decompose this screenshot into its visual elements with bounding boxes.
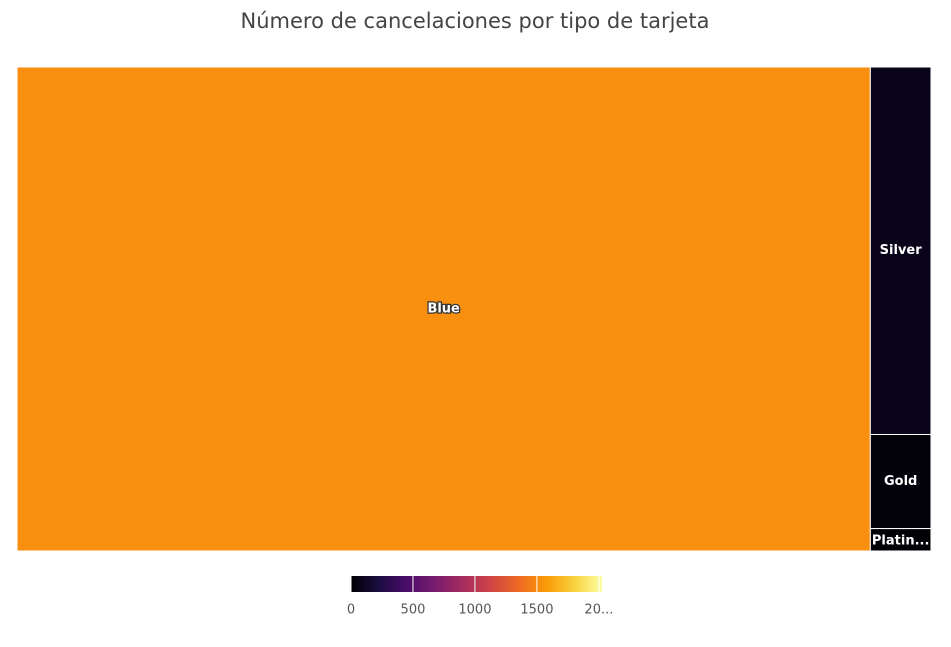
chart-title: Número de cancelaciones por tipo de tarj… (241, 9, 710, 33)
treemap-tile (869, 433, 932, 530)
colorbar-tick-label: 500 (401, 603, 426, 618)
colorbar-tick-label: 0 (347, 603, 355, 618)
treemap-tile (869, 66, 932, 435)
tile-label: Platin... (872, 533, 930, 548)
colorbar (351, 576, 602, 592)
treemap-tile (16, 66, 871, 552)
tile-label: Blue (427, 302, 460, 317)
tile-label: Silver (880, 243, 923, 258)
treemap-tile (869, 528, 932, 552)
colorbar-tick-label: 1000 (458, 603, 491, 618)
colorbar-tick-label: 1500 (520, 603, 553, 618)
tile-label: Gold (884, 474, 917, 489)
colorbar-tick-label: 20... (584, 603, 613, 618)
